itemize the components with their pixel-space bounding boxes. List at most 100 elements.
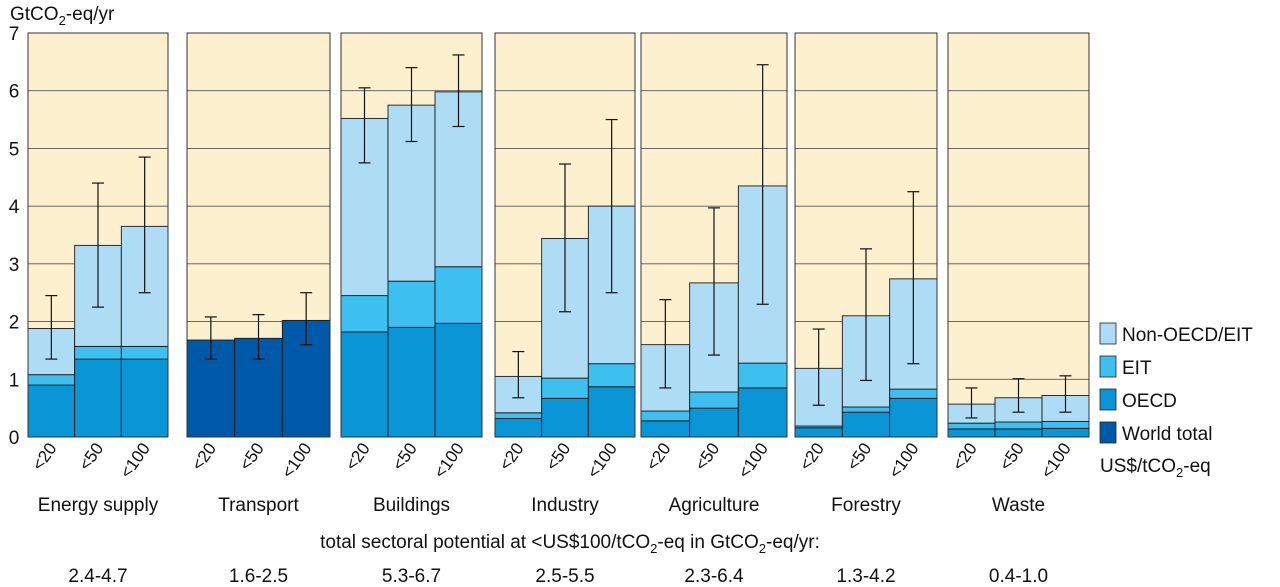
footer-title: total sectoral potential at <US$100/tCO2…: [320, 532, 820, 556]
y-tick-label: 3: [9, 255, 20, 276]
bar-segment-oecd: [587, 386, 636, 438]
total-potential-value: 0.4-1.0: [989, 566, 1048, 587]
legend-swatch: [1099, 388, 1117, 411]
panel-frame: [186, 32, 331, 438]
total-potential-value: 5.3-6.7: [382, 566, 441, 587]
legend-swatch: [1099, 322, 1117, 345]
legend: Non-OECD/EIT EIT OECD World total: [1099, 322, 1253, 445]
panel-frame: [340, 32, 483, 438]
cost-tick-label: <100: [734, 439, 772, 481]
bar-segment-eit: [640, 410, 691, 422]
bar-segment-eit: [994, 421, 1043, 430]
bar-segment-oecd: [994, 428, 1043, 438]
bar-segment-eit: [340, 295, 389, 333]
y-tick-label: 0: [9, 428, 20, 449]
cost-tick-label: <20: [949, 439, 981, 474]
cost-tick-label: <50: [389, 439, 421, 474]
total-potential-value: 2.5-5.5: [535, 566, 594, 587]
cost-tick-label: <20: [188, 439, 220, 474]
sector-name: Industry: [531, 495, 599, 516]
sector-name: Buildings: [373, 495, 450, 516]
bar-segment-oecd: [689, 407, 739, 438]
bar-segment-oecd: [794, 427, 843, 438]
bar-segment-eit: [587, 363, 636, 388]
legend-label: OECD: [1122, 391, 1177, 412]
cost-tick-label: <50: [75, 439, 107, 474]
bar-segment-eit: [27, 374, 76, 386]
cost-tick-label: <100: [885, 439, 923, 481]
bar-segment-eit: [947, 422, 996, 430]
cost-tick-label: <20: [496, 439, 528, 474]
y-tick-label: 6: [9, 82, 20, 103]
total-potential-value: 1.3-4.2: [836, 566, 895, 587]
cost-tick-label: <50: [542, 439, 574, 474]
sector-name: Forestry: [831, 495, 901, 516]
bar-segment-eit: [689, 391, 739, 409]
bar-segment-eit: [1041, 420, 1090, 429]
sector-name: Agriculture: [669, 495, 760, 516]
panel-background: [948, 33, 1089, 437]
bar-segment-oecd: [387, 326, 436, 438]
bar-segment-oecd: [541, 397, 589, 438]
cost-unit-label: US$/tCO2-eq: [1100, 456, 1211, 480]
bar-segment-eit: [541, 377, 589, 399]
bar-segment-eit: [387, 280, 436, 328]
y-tick-label: 5: [9, 139, 20, 160]
sector-name: Transport: [218, 495, 299, 516]
panel-frame: [947, 32, 1090, 438]
bar-segment-eit: [841, 406, 891, 413]
panel-frame: [494, 32, 636, 438]
bar-segment-eit: [74, 345, 122, 360]
bar-segment-oecd: [74, 358, 122, 438]
bar-segment-eit: [737, 362, 788, 389]
bar-segment-oecd: [889, 397, 938, 438]
legend-label: EIT: [1122, 358, 1152, 379]
cost-tick-label: <50: [996, 439, 1028, 474]
cost-tick-label: <20: [342, 439, 374, 474]
bar-segment-oecd: [340, 331, 389, 438]
total-potential-value: 2.3-6.4: [684, 566, 744, 587]
y-tick-label: 7: [9, 24, 20, 45]
sector-name: Energy supply: [38, 495, 159, 516]
bar-segment-eit: [120, 345, 169, 360]
sector-panel: <20 <50 <100 Agriculture: [640, 32, 788, 516]
bar-segment-eit: [494, 412, 543, 419]
legend-label: World total: [1122, 424, 1212, 445]
y-axis-label: GtCO2-eq/yr: [10, 4, 115, 28]
bar-segment-oecd: [841, 411, 891, 438]
y-tick-label: 1: [9, 370, 20, 391]
legend-swatch: [1099, 421, 1117, 444]
cost-tick-label: <50: [236, 439, 268, 474]
sector-panel: <20 <50 <100 Forestry: [794, 32, 938, 516]
sector-panel: <20 <50 <100 Energy supply: [27, 32, 169, 516]
bar-segment-oecd: [640, 420, 691, 438]
sector-panel: <20 <50 <100 Waste: [947, 32, 1090, 516]
y-tick-label: 4: [9, 197, 20, 218]
total-potentials: 2.4-4.7 1.6-2.5 5.3-6.7 2.5-5.5 2.3-6.4 1.3-4…: [68, 566, 1048, 587]
panel-frame: [640, 32, 788, 438]
sector-panel: <20 <50 <100 Industry: [494, 32, 636, 516]
sector-name: Waste: [992, 495, 1045, 516]
bar-segment-oecd: [434, 322, 483, 438]
bar-segment-oecd: [947, 428, 996, 438]
panel-frame: [27, 32, 169, 438]
bar-segment-oecd: [27, 384, 76, 438]
cost-tick-label: <100: [278, 439, 316, 481]
cost-tick-label: <100: [583, 439, 621, 481]
sector-panels: <20 <50 <100 Energy supply <20 <50 <100 Transpo…: [27, 32, 1090, 516]
total-potential-value: 2.4-4.7: [68, 566, 127, 587]
total-potential-value: 1.6-2.5: [229, 566, 288, 587]
sector-panel: <20 <50 <100 Buildings: [340, 32, 483, 516]
cost-tick-label: <50: [843, 439, 875, 474]
cost-tick-label: <100: [1037, 439, 1075, 481]
legend-label: Non-OECD/EIT: [1122, 325, 1253, 346]
cost-tick-label: <50: [691, 439, 723, 474]
cost-tick-label: <100: [430, 439, 468, 481]
bar-segment-oecd: [1041, 427, 1090, 438]
bar-segment-oecd: [737, 387, 788, 438]
bar-segment-eit: [889, 388, 938, 399]
y-axis: 0 1 2 3 4 5 6 7: [9, 24, 20, 449]
bar-segment-oecd: [494, 418, 543, 438]
bar-segment-oecd: [120, 358, 169, 438]
